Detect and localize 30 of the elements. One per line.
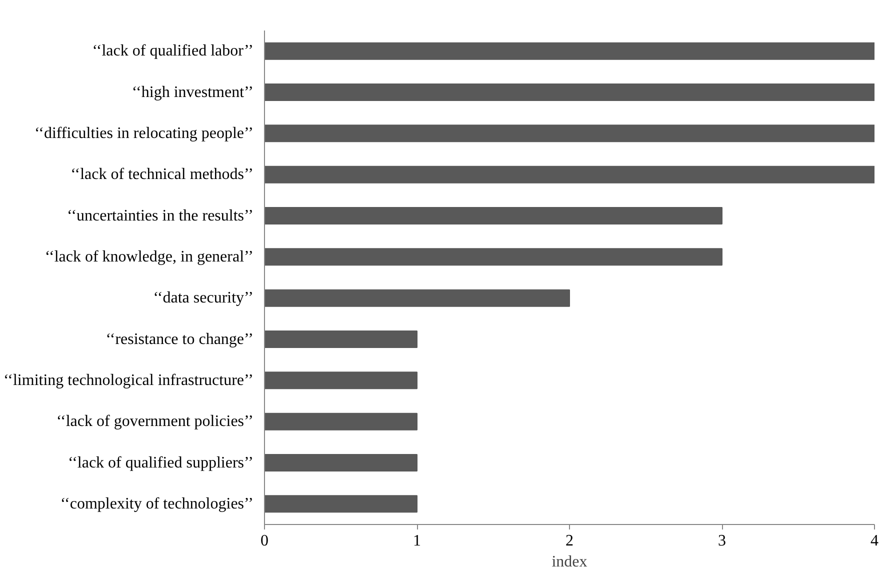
bar <box>264 495 418 513</box>
x-tick-label: 4 <box>870 532 878 550</box>
bar <box>264 289 570 307</box>
y-tick-label: ‘‘lack of qualified labor’’ <box>92 42 254 60</box>
bar <box>264 166 874 184</box>
bar <box>264 248 722 266</box>
y-tick-label: ‘‘lack of technical methods’’ <box>70 166 254 184</box>
x-tick-label: 2 <box>566 532 574 550</box>
y-tick-label: ‘‘lack of knowledge, in general’’ <box>44 248 254 266</box>
y-tick-label: ‘‘difficulties in relocating people’’ <box>34 124 254 142</box>
y-tick-label: ‘‘high investment’’ <box>132 84 254 101</box>
y-tick-label: ‘‘limiting technological infrastructure’’ <box>4 372 254 389</box>
x-tick-label: 1 <box>413 532 421 550</box>
bar <box>264 372 418 390</box>
bar <box>264 124 874 142</box>
y-tick-label: ‘‘lack of government policies’’ <box>56 413 254 430</box>
bar <box>264 42 874 60</box>
y-tick-label: ‘‘lack of qualified suppliers’’ <box>68 454 254 472</box>
bar <box>264 412 418 430</box>
y-tick-label: ‘‘data security’’ <box>153 290 254 307</box>
bar <box>264 207 722 224</box>
bar <box>264 454 418 472</box>
y-tick-label: ‘‘uncertainties in the results’’ <box>67 207 254 224</box>
x-tick-label: 3 <box>718 532 726 550</box>
y-tick-label: ‘‘complexity of technologies’’ <box>60 495 254 512</box>
x-axis-title: index <box>552 554 588 570</box>
x-tick-label: 0 <box>260 532 268 550</box>
bar <box>264 330 418 348</box>
bar <box>264 84 874 101</box>
y-tick-label: ‘‘resistance to change’’ <box>106 330 254 348</box>
